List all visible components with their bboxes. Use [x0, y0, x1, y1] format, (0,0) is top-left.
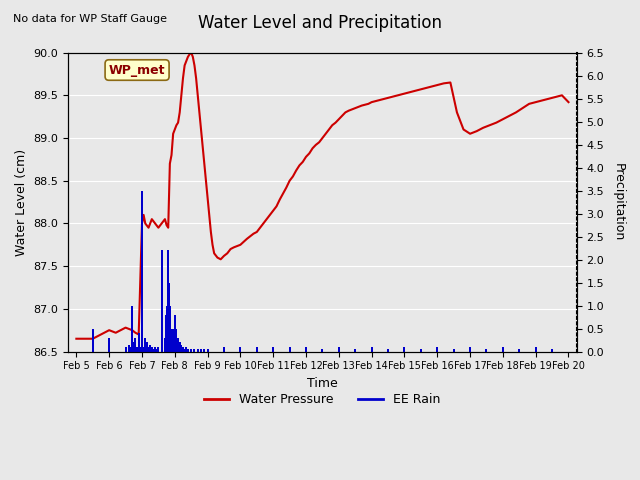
- Bar: [204, 349, 205, 351]
- Bar: [502, 347, 504, 351]
- Bar: [125, 347, 127, 351]
- Bar: [152, 349, 154, 351]
- Bar: [132, 342, 135, 351]
- Bar: [164, 338, 166, 351]
- Bar: [180, 345, 182, 351]
- Bar: [338, 347, 340, 351]
- Bar: [147, 347, 150, 351]
- Bar: [321, 349, 323, 351]
- Bar: [518, 349, 520, 351]
- Bar: [403, 347, 406, 351]
- Bar: [190, 349, 192, 351]
- Y-axis label: Precipitation: Precipitation: [612, 163, 625, 241]
- Bar: [144, 338, 147, 351]
- Bar: [156, 349, 158, 351]
- Bar: [157, 347, 159, 351]
- Bar: [165, 315, 167, 351]
- Bar: [184, 349, 186, 351]
- Bar: [239, 347, 241, 351]
- Bar: [161, 251, 163, 351]
- Bar: [172, 328, 174, 351]
- Bar: [140, 347, 141, 351]
- Bar: [136, 347, 138, 351]
- Bar: [354, 349, 356, 351]
- Bar: [143, 347, 145, 351]
- Bar: [177, 338, 179, 351]
- Bar: [289, 347, 291, 351]
- Bar: [170, 328, 172, 351]
- Bar: [193, 349, 195, 351]
- Bar: [168, 306, 170, 351]
- Bar: [92, 328, 94, 351]
- Bar: [200, 349, 202, 351]
- Bar: [223, 347, 225, 351]
- Bar: [166, 306, 168, 351]
- Bar: [164, 328, 166, 351]
- Text: Water Level and Precipitation: Water Level and Precipitation: [198, 14, 442, 33]
- Bar: [168, 283, 170, 351]
- Bar: [387, 349, 389, 351]
- Bar: [141, 191, 143, 351]
- Bar: [256, 347, 258, 351]
- Bar: [146, 342, 148, 351]
- Bar: [169, 315, 172, 351]
- Text: WP_met: WP_met: [109, 63, 165, 76]
- Bar: [173, 315, 176, 351]
- Bar: [175, 328, 177, 351]
- Bar: [108, 338, 110, 351]
- Bar: [534, 347, 537, 351]
- Bar: [166, 296, 168, 351]
- X-axis label: Time: Time: [307, 377, 338, 390]
- Bar: [207, 349, 209, 351]
- Bar: [128, 345, 130, 351]
- Bar: [179, 342, 180, 351]
- Bar: [151, 347, 153, 351]
- Legend: Water Pressure, EE Rain: Water Pressure, EE Rain: [199, 388, 446, 411]
- Bar: [154, 347, 156, 351]
- Bar: [182, 347, 184, 351]
- Bar: [187, 349, 189, 351]
- Bar: [167, 251, 169, 351]
- Bar: [134, 338, 136, 351]
- Bar: [170, 338, 173, 351]
- Bar: [436, 347, 438, 351]
- Bar: [149, 345, 151, 351]
- Bar: [196, 349, 199, 351]
- Bar: [138, 333, 140, 351]
- Bar: [185, 347, 188, 351]
- Bar: [551, 349, 553, 351]
- Y-axis label: Water Level (cm): Water Level (cm): [15, 148, 28, 256]
- Bar: [486, 349, 488, 351]
- Bar: [129, 347, 131, 351]
- Bar: [469, 347, 471, 351]
- Bar: [272, 347, 274, 351]
- Bar: [420, 349, 422, 351]
- Bar: [452, 349, 454, 351]
- Bar: [371, 347, 372, 351]
- Bar: [305, 347, 307, 351]
- Text: No data for WP Staff Gauge: No data for WP Staff Gauge: [13, 14, 167, 24]
- Bar: [131, 306, 133, 351]
